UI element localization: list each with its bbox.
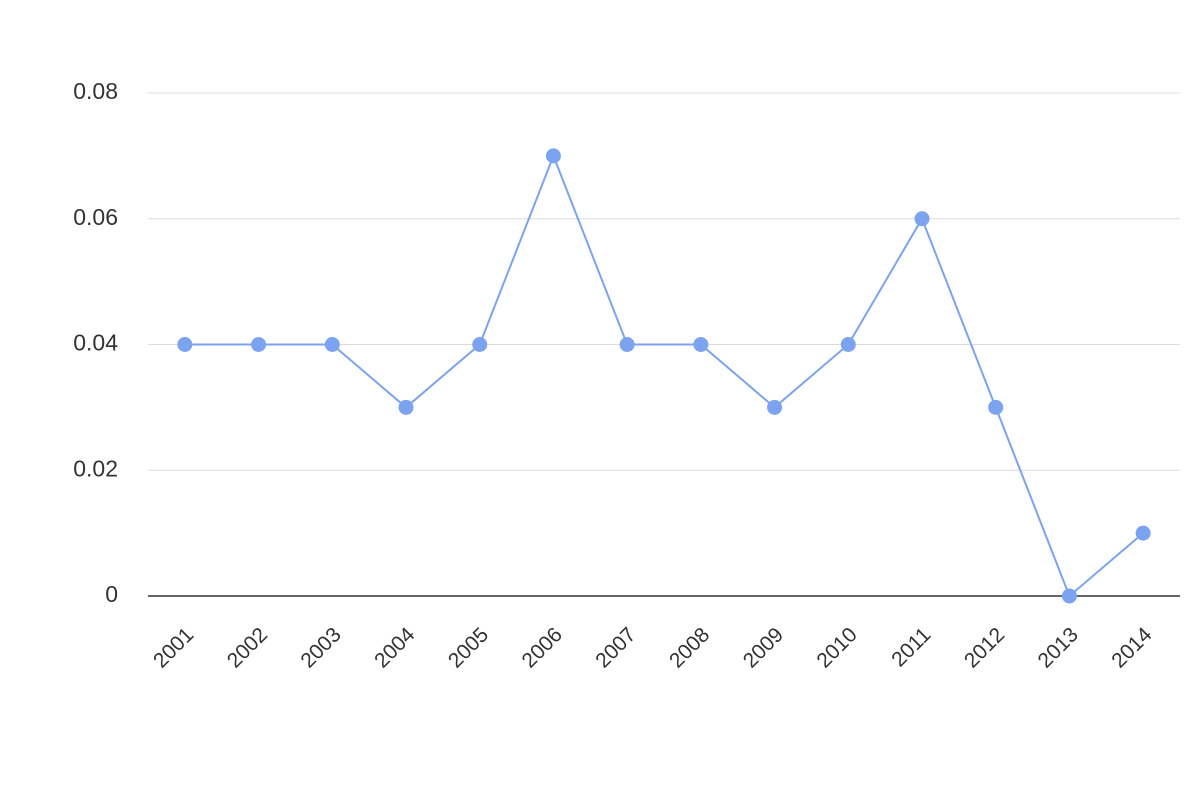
x-tick-label: 2003	[296, 623, 345, 672]
x-tick-label: 2007	[591, 623, 640, 672]
data-point	[1061, 588, 1077, 604]
x-tick-label: 2008	[665, 623, 714, 672]
x-tick-label: 2013	[1034, 623, 1083, 672]
data-point	[545, 148, 561, 164]
data-point	[324, 337, 340, 352]
x-tick-label: 2011	[887, 623, 935, 671]
data-point	[398, 399, 414, 415]
x-tick-label: 2001	[149, 623, 198, 672]
y-tick-label: 0.06	[73, 204, 118, 230]
series-line	[184, 153, 1144, 598]
data-point	[619, 337, 635, 352]
y-tick-label: 0.08	[73, 78, 118, 104]
x-tick-label: 2010	[812, 623, 861, 672]
x-tick-label: 2012	[960, 623, 1009, 672]
data-point	[988, 399, 1004, 415]
y-tick-label: 0.04	[73, 330, 118, 356]
data-point	[914, 211, 930, 227]
data-point	[767, 399, 783, 415]
data-point	[840, 337, 856, 352]
x-tick-label: 2014	[1107, 623, 1157, 673]
data-point	[472, 337, 488, 352]
y-tick-label: 0.02	[73, 455, 118, 481]
x-tick-label: 2009	[739, 623, 788, 672]
y-tick-label: 0	[105, 581, 118, 607]
data-point	[177, 337, 193, 352]
x-tick-label: 2005	[444, 623, 493, 672]
data-point	[251, 337, 267, 352]
data-point	[693, 337, 709, 352]
x-tick-label: 2002	[223, 623, 272, 672]
x-tick-label: 2006	[518, 623, 567, 672]
data-point	[1135, 525, 1151, 541]
x-tick-label: 2004	[370, 623, 420, 673]
